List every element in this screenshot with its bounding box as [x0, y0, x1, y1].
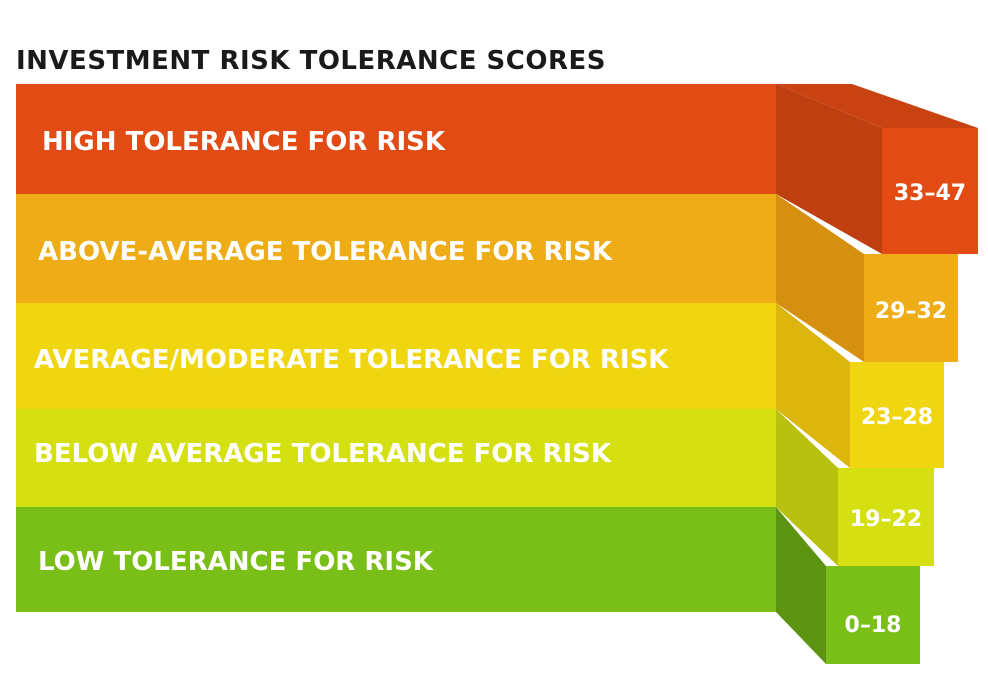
tier-4: BELOW AVERAGE TOLERANCE FOR RISK 19–22 [16, 409, 934, 566]
chart-title: INVESTMENT RISK TOLERANCE SCORES [16, 46, 606, 76]
tier-band-1 [16, 84, 776, 194]
tier-endcap-3 [850, 362, 944, 468]
tier-5: LOW TOLERANCE FOR RISK 0–18 [16, 507, 920, 664]
tier-1: HIGH TOLERANCE FOR RISK 33–47 [16, 84, 978, 254]
tier-band-4 [16, 409, 776, 507]
tier-band-2 [16, 194, 776, 303]
tier-label: HIGH TOLERANCE FOR RISK [42, 127, 446, 157]
tier-score-range: 29–32 [875, 299, 947, 324]
tier-endcap-2 [864, 254, 958, 362]
tier-side-3 [776, 303, 850, 468]
tier-top-face [776, 84, 978, 128]
tier-label: LOW TOLERANCE FOR RISK [38, 547, 434, 577]
tier-score-range: 23–28 [861, 405, 933, 430]
tier-side-4 [776, 409, 838, 566]
tier-score-range: 19–22 [850, 507, 922, 532]
tier-endcap-1 [882, 128, 978, 254]
tier-band-5 [16, 507, 776, 612]
tier-endcap-4 [838, 468, 934, 566]
tier-3: AVERAGE/MODERATE TOLERANCE FOR RISK 23–28 [16, 303, 944, 468]
tier-label: ABOVE-AVERAGE TOLERANCE FOR RISK [38, 237, 613, 267]
tier-score-range: 33–47 [894, 181, 966, 206]
tier-label: BELOW AVERAGE TOLERANCE FOR RISK [34, 439, 612, 469]
tier-score-range: 0–18 [845, 613, 902, 638]
tier-2: ABOVE-AVERAGE TOLERANCE FOR RISK 29–32 [16, 194, 958, 362]
tier-side-2 [776, 194, 864, 362]
tier-side-1 [776, 84, 882, 254]
tier-label: AVERAGE/MODERATE TOLERANCE FOR RISK [34, 345, 669, 375]
tier-side-5 [776, 507, 826, 664]
tier-endcap-5 [826, 566, 920, 664]
tier-band-3 [16, 303, 776, 409]
